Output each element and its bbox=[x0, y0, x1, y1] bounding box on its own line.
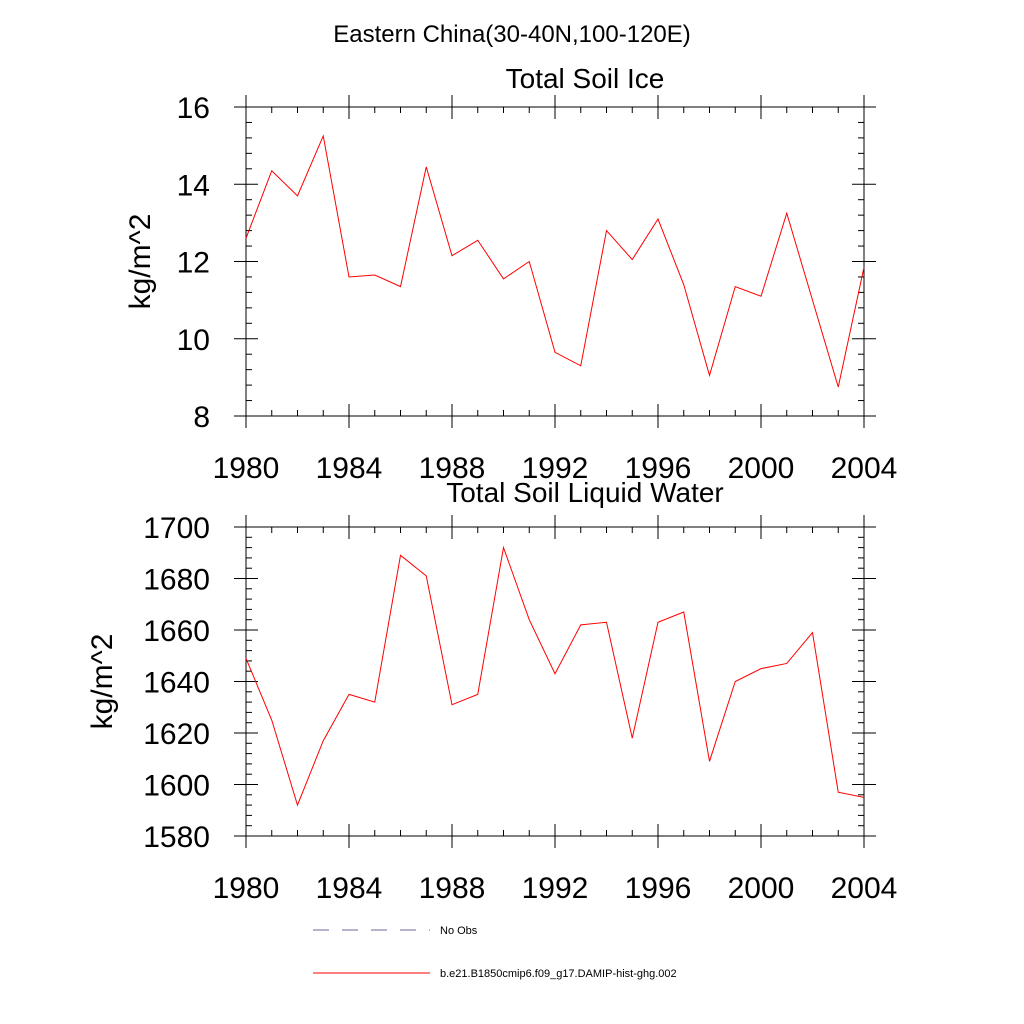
soil-liquid-x-tick-label: 1992 bbox=[522, 872, 589, 905]
soil-liquid-y-tick-label: 1580 bbox=[143, 821, 210, 854]
soil-liquid-y-tick-label: 1620 bbox=[143, 718, 210, 751]
soil-liquid-y-tick-label: 1700 bbox=[143, 512, 210, 545]
soil-liquid-x-tick-label: 1980 bbox=[213, 872, 280, 905]
legend-model-label: b.e21.B1850cmip6.f09_g17.DAMIP-hist-ghg.… bbox=[440, 968, 677, 980]
legend-obs-label: No Obs bbox=[440, 925, 478, 937]
soil-ice-y-axis-label: kg/m^2 bbox=[124, 214, 157, 310]
soil-liquid-chart-title: Total Soil Liquid Water bbox=[446, 477, 724, 508]
soil-ice-x-tick-label: 2004 bbox=[831, 452, 898, 485]
soil-liquid-x-tick-label: 2000 bbox=[728, 872, 795, 905]
soil-ice-y-tick-label: 12 bbox=[177, 247, 210, 280]
soil-liquid-x-tick-label: 1984 bbox=[316, 872, 383, 905]
soil-liquid-water-panel: Total Soil Liquid Water kg/m^2 1980 1984 198… bbox=[86, 477, 897, 905]
soil-ice-y-tick-label: 16 bbox=[177, 92, 210, 125]
soil-ice-y-tick-label: 10 bbox=[177, 324, 210, 357]
soil-liquid-y-tick-label: 1600 bbox=[143, 770, 210, 803]
figure-title: Eastern China(30-40N,100-120E) bbox=[333, 21, 691, 48]
soil-liquid-x-tick-label: 1988 bbox=[419, 872, 486, 905]
soil-liquid-x-tick-label: 1996 bbox=[625, 872, 692, 905]
soil-ice-y-tick-label: 14 bbox=[177, 169, 210, 202]
soil-ice-chart-title: Total Soil Ice bbox=[506, 63, 665, 94]
soil-ice-panel: Total Soil Ice kg/m^2 1980 1984 1988 1992 1996… bbox=[124, 63, 897, 485]
soil-ice-x-tick-label: 1996 bbox=[625, 452, 692, 485]
legend: No Obs b.e21.B1850cmip6.f09_g17.DAMIP-hi… bbox=[313, 925, 677, 980]
soil-liquid-plot-frame bbox=[245, 526, 865, 837]
soil-liquid-y-axis-label: kg/m^2 bbox=[86, 634, 119, 730]
soil-liquid-y-tick-label: 1640 bbox=[143, 667, 210, 700]
soil-liquid-y-tick-label: 1680 bbox=[143, 564, 210, 597]
soil-ice-series-line bbox=[245, 134, 865, 388]
soil-liquid-x-tick-label: 2004 bbox=[831, 872, 898, 905]
soil-ice-y-tick-label: 8 bbox=[193, 401, 210, 434]
soil-ice-x-tick-label: 1980 bbox=[213, 452, 280, 485]
soil-ice-x-tick-label: 1984 bbox=[316, 452, 383, 485]
soil-ice-x-tick-label: 1988 bbox=[419, 452, 486, 485]
soil-ice-x-tick-label: 1992 bbox=[522, 452, 589, 485]
soil-ice-x-tick-label: 2000 bbox=[728, 452, 795, 485]
soil-liquid-series-line bbox=[245, 545, 865, 807]
soil-liquid-y-tick-label: 1660 bbox=[143, 615, 210, 648]
